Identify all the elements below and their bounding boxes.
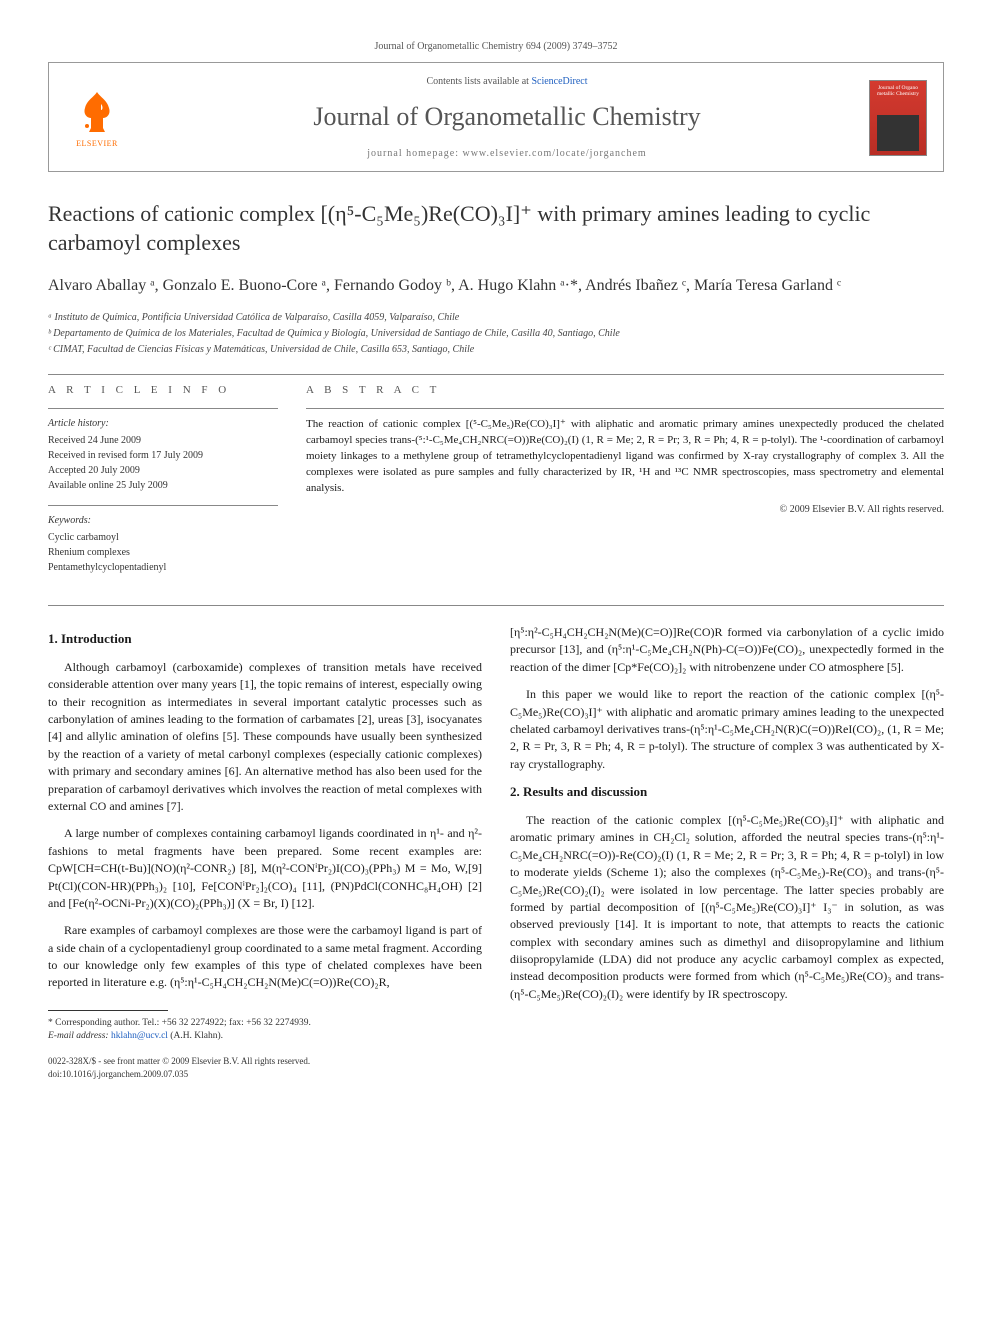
affiliation: ᶜ CIMAT, Facultad de Ciencias Físicas y … xyxy=(48,342,944,358)
abstract: A B S T R A C T The reaction of cationic… xyxy=(306,383,944,587)
elsevier-logo: ELSEVIER xyxy=(65,82,129,154)
paragraph: The reaction of the cationic complex [(η… xyxy=(510,812,944,1003)
divider xyxy=(48,605,944,606)
abstract-text: The reaction of cationic complex [(⁵-C₅M… xyxy=(306,417,944,497)
authors: Alvaro Aballay ᵃ, Gonzalo E. Buono-Core … xyxy=(48,274,944,298)
running-header: Journal of Organometallic Chemistry 694 … xyxy=(48,40,944,54)
affiliation: ᵃ Instituto de Química, Pontificia Unive… xyxy=(48,310,944,326)
paragraph: Although carbamoyl (carboxamide) complex… xyxy=(48,659,482,816)
contents-available: Contents lists available at ScienceDirec… xyxy=(145,75,869,89)
masthead: ELSEVIER Contents lists available at Sci… xyxy=(48,62,944,172)
divider xyxy=(306,408,944,409)
journal-title: Journal of Organometallic Chemistry xyxy=(145,99,869,135)
divider xyxy=(48,408,278,409)
doi-line: doi:10.1016/j.jorganchem.2009.07.035 xyxy=(48,1068,482,1081)
email-label: E-mail address: xyxy=(48,1031,109,1041)
contents-text: Contents lists available at xyxy=(426,76,528,87)
history-line: Accepted 20 July 2009 xyxy=(48,463,278,478)
corresponding-footnote: * Corresponding author. Tel.: +56 32 227… xyxy=(48,1017,482,1044)
bottom-meta: 0022-328X/$ - see front matter © 2009 El… xyxy=(48,1055,482,1080)
history-line: Received 24 June 2009 xyxy=(48,433,278,448)
history-line: Available online 25 July 2009 xyxy=(48,478,278,493)
abstract-copyright: © 2009 Elsevier B.V. All rights reserved… xyxy=(306,503,944,517)
paragraph: [η⁵:η²-C₅H₄CH₂CH₂N(Me)(C=O)]Re(CO)R form… xyxy=(510,624,944,676)
body-column-right: [η⁵:η²-C₅H₄CH₂CH₂N(Me)(C=O)]Re(CO)R form… xyxy=(510,624,944,1081)
keyword: Pentamethylcyclopentadienyl xyxy=(48,560,278,575)
divider xyxy=(48,505,278,506)
publisher-name: ELSEVIER xyxy=(76,138,118,149)
corresponding-line: * Corresponding author. Tel.: +56 32 227… xyxy=(48,1017,482,1030)
section-heading: 1. Introduction xyxy=(48,630,482,649)
article-info-heading: A R T I C L E I N F O xyxy=(48,383,278,398)
email-link[interactable]: hklahn@ucv.cl xyxy=(111,1031,168,1041)
email-person: (A.H. Klahn). xyxy=(170,1031,223,1041)
affiliations: ᵃ Instituto de Química, Pontificia Unive… xyxy=(48,310,944,358)
issn-line: 0022-328X/$ - see front matter © 2009 El… xyxy=(48,1055,482,1068)
abstract-heading: A B S T R A C T xyxy=(306,383,944,398)
divider xyxy=(48,374,944,375)
history-line: Received in revised form 17 July 2009 xyxy=(48,448,278,463)
article-info: A R T I C L E I N F O Article history: R… xyxy=(48,383,278,587)
paragraph: Rare examples of carbamoyl complexes are… xyxy=(48,922,482,992)
cover-thumb-image xyxy=(877,115,919,151)
affiliation: ᵇ Departamento de Química de los Materia… xyxy=(48,326,944,342)
keyword: Cyclic carbamoyl xyxy=(48,530,278,545)
elsevier-tree-icon xyxy=(73,88,121,136)
body-column-left: 1. Introduction Although carbamoyl (carb… xyxy=(48,624,482,1081)
history-heading: Article history: xyxy=(48,417,278,431)
cover-thumb-title: Journal of Organo metallic Chemistry xyxy=(872,85,924,97)
keyword: Rhenium complexes xyxy=(48,545,278,560)
footnote-separator xyxy=(48,1010,168,1011)
journal-homepage: journal homepage: www.elsevier.com/locat… xyxy=(145,147,869,161)
keywords-heading: Keywords: xyxy=(48,514,278,528)
article-title: Reactions of cationic complex [(η⁵-C₅Me₅… xyxy=(48,200,944,257)
section-heading: 2. Results and discussion xyxy=(510,783,944,802)
paragraph: In this paper we would like to report th… xyxy=(510,686,944,773)
paragraph: A large number of complexes containing c… xyxy=(48,825,482,912)
sciencedirect-link[interactable]: ScienceDirect xyxy=(531,76,587,87)
journal-cover-thumb: Journal of Organo metallic Chemistry xyxy=(869,80,927,156)
